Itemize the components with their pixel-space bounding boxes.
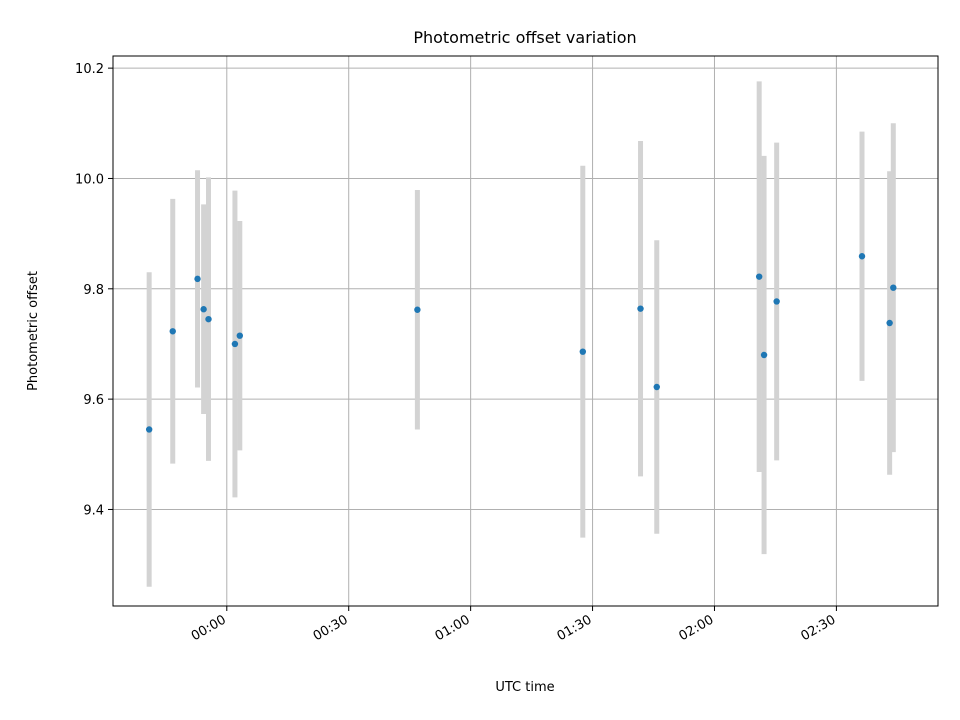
data-point — [637, 305, 644, 312]
data-point — [200, 306, 207, 313]
y-tick-label: 9.4 — [83, 503, 104, 518]
data-point — [653, 383, 660, 391]
y-tick-label: 10.0 — [75, 172, 104, 187]
data-points — [145, 253, 897, 433]
data-point — [890, 284, 897, 291]
data-point — [236, 332, 243, 339]
data-point — [169, 328, 176, 335]
data-point — [858, 253, 866, 260]
data-point — [414, 306, 421, 313]
y-tick-label: 10.2 — [75, 62, 104, 77]
data-point — [205, 315, 212, 323]
grid-lines — [113, 56, 938, 606]
plot-frame — [112, 55, 939, 607]
data-point — [760, 351, 768, 359]
data-point — [579, 348, 587, 355]
chart-title: Photometric offset variation — [413, 28, 636, 47]
x-axis-label: UTC time — [495, 680, 554, 695]
y-axis-ticks: 9.4 9.6 9.8 10.0 10.2 — [75, 62, 113, 518]
data-point — [773, 298, 780, 305]
data-point — [755, 273, 763, 280]
data-point — [194, 275, 201, 283]
plot-area — [113, 56, 938, 606]
data-point — [886, 319, 893, 327]
data-point — [231, 340, 239, 348]
data-point — [145, 426, 153, 433]
y-tick-label: 9.6 — [83, 393, 104, 408]
y-tick-label: 9.8 — [83, 283, 104, 298]
y-axis-label: Photometric offset — [26, 271, 41, 391]
